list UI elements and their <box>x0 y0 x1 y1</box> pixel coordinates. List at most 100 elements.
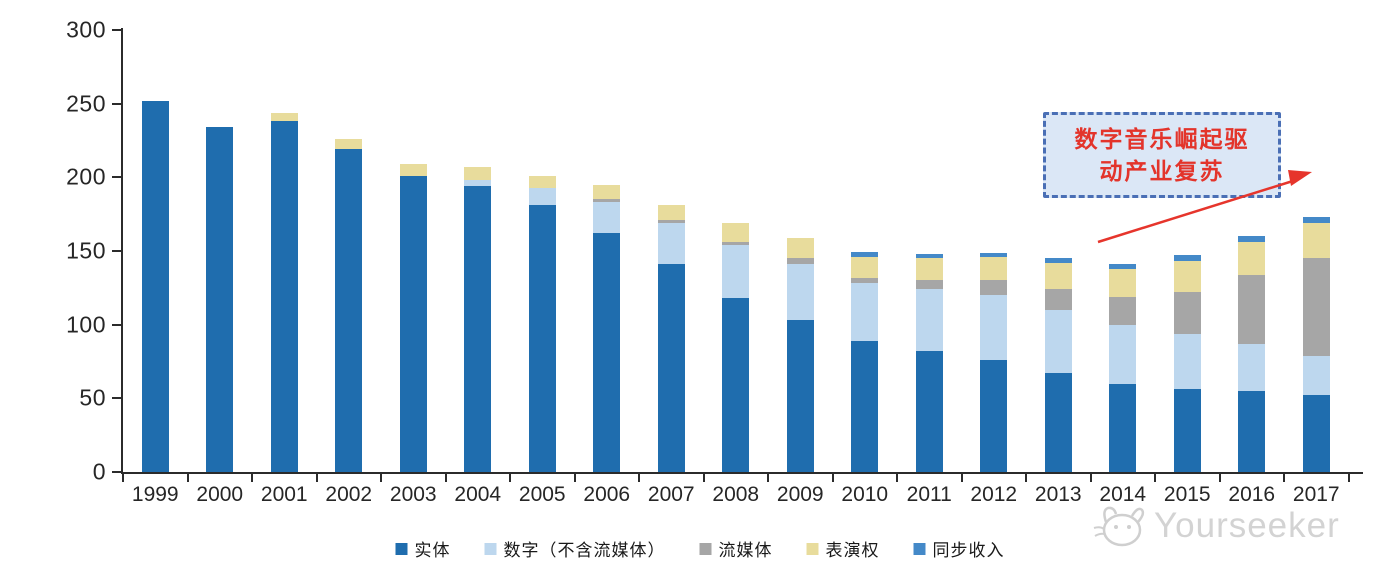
segment-sync-revenue-2011 <box>915 253 943 259</box>
x-tick-label-2013: 2013 <box>1034 483 1082 506</box>
segment-sync-revenue-2010 <box>851 252 879 257</box>
segment-physical-2015 <box>1173 389 1201 472</box>
segment-physical-2008 <box>722 298 750 472</box>
segment-physical-2010 <box>851 340 879 472</box>
y-tick-300 <box>112 29 121 31</box>
x-tick-9 <box>702 474 705 482</box>
x-tick-label-2016: 2016 <box>1228 483 1276 506</box>
x-tick-label-2014: 2014 <box>1099 483 1147 506</box>
x-tick-0 <box>122 474 124 482</box>
segment-digital-excl-streaming-2009 <box>786 264 814 321</box>
segment-digital-excl-streaming-2011 <box>915 289 943 352</box>
segment-performance-rights-2003 <box>399 164 427 176</box>
annotation-text-line2: 动产业复苏 <box>1099 158 1225 184</box>
segment-performance-rights-2011 <box>915 258 943 281</box>
x-tick-6 <box>509 474 511 482</box>
segment-streaming-2008 <box>722 242 750 246</box>
segment-digital-excl-streaming-2006 <box>593 202 621 234</box>
bar-2008 <box>722 223 750 472</box>
x-tick-12 <box>896 474 898 482</box>
watermark: Yourseeker <box>1092 502 1340 550</box>
segment-digital-excl-streaming-2015 <box>1173 333 1201 390</box>
legend-swatch-physical <box>395 542 408 555</box>
y-tick-label-50: 50 <box>79 384 106 411</box>
segment-streaming-2013 <box>1044 289 1072 310</box>
bar-1999 <box>141 100 169 472</box>
y-tick-label-300: 300 <box>66 16 106 43</box>
x-tick-11 <box>831 474 834 482</box>
bar-2011 <box>915 253 943 472</box>
segment-physical-2014 <box>1109 383 1137 472</box>
cat-logo-icon <box>1093 506 1145 547</box>
segment-digital-excl-streaming-2016 <box>1238 343 1266 391</box>
segment-sync-revenue-2013 <box>1044 258 1072 263</box>
x-tick-label-2008: 2008 <box>712 483 760 506</box>
legend: 实体 数字（不含流媒体） 流媒体 表演权 同步收入 <box>395 536 1005 561</box>
legend-label-performance-rights: 表演权 <box>825 541 880 560</box>
y-tick-0 <box>112 471 121 473</box>
x-tick-5 <box>444 474 447 482</box>
legend-item-digital-excl-streaming: 数字（不含流媒体） <box>484 536 666 561</box>
x-tick-4 <box>380 474 382 482</box>
bar-2009 <box>786 237 814 472</box>
segment-streaming-2006 <box>593 199 621 203</box>
segment-physical-2012 <box>980 360 1008 472</box>
bar-2003 <box>399 164 427 472</box>
legend-item-physical: 实体 <box>395 536 451 561</box>
x-tick-label-2001: 2001 <box>260 483 308 506</box>
y-tick-label-0: 0 <box>92 458 106 485</box>
legend-label-streaming: 流媒体 <box>718 541 773 560</box>
segment-performance-rights-2012 <box>980 256 1008 281</box>
segment-performance-rights-2007 <box>657 205 685 221</box>
x-tick-10 <box>767 474 769 482</box>
segment-performance-rights-2015 <box>1173 261 1201 293</box>
x-tick-16 <box>1154 474 1156 482</box>
segment-physical-1999 <box>141 100 169 472</box>
x-tick-label-2003: 2003 <box>389 483 437 506</box>
x-axis-line <box>121 472 1363 474</box>
y-tick-label-250: 250 <box>66 90 106 117</box>
x-tick-label-1999: 1999 <box>131 483 179 506</box>
segment-physical-2003 <box>399 175 427 472</box>
segment-streaming-2009 <box>786 258 814 265</box>
x-tick-label-2015: 2015 <box>1163 483 1211 506</box>
x-tick-15 <box>1089 474 1092 482</box>
x-tick-1 <box>186 474 189 482</box>
legend-label-sync-revenue: 同步收入 <box>932 541 1005 560</box>
segment-digital-excl-streaming-2008 <box>722 245 750 299</box>
segment-sync-revenue-2015 <box>1173 255 1201 262</box>
x-tick-13 <box>960 474 963 482</box>
x-tick-label-2011: 2011 <box>906 483 952 506</box>
segment-performance-rights-2014 <box>1109 268 1137 297</box>
bar-2015 <box>1173 255 1201 472</box>
segment-sync-revenue-2014 <box>1109 264 1137 269</box>
x-tick-label-2007: 2007 <box>647 483 695 506</box>
bar-2012 <box>980 252 1008 472</box>
segment-streaming-2015 <box>1173 292 1201 334</box>
segment-physical-2013 <box>1044 373 1072 472</box>
x-tick-3 <box>315 474 318 482</box>
legend-swatch-performance-rights <box>806 542 819 555</box>
segment-performance-rights-2008 <box>722 223 750 243</box>
bar-2002 <box>335 139 363 472</box>
segment-streaming-2012 <box>980 280 1008 296</box>
y-axis-line <box>121 28 123 474</box>
segment-physical-2000 <box>206 127 234 472</box>
bar-2000 <box>206 127 234 472</box>
y-tick-100 <box>112 323 121 326</box>
segment-performance-rights-2013 <box>1044 262 1072 290</box>
x-tick-label-2000: 2000 <box>196 483 244 506</box>
bar-2001 <box>270 112 298 472</box>
segment-performance-rights-2009 <box>786 237 814 259</box>
bar-2007 <box>657 205 685 472</box>
x-tick-label-2006: 2006 <box>583 483 631 506</box>
x-tick-label-2004: 2004 <box>454 483 502 506</box>
segment-sync-revenue-2012 <box>980 252 1008 257</box>
x-tick-14 <box>1025 474 1027 482</box>
x-tick-2 <box>251 474 253 482</box>
segment-streaming-2011 <box>915 280 943 290</box>
bar-2005 <box>528 175 556 472</box>
y-tick-label-150: 150 <box>66 237 106 264</box>
segment-digital-excl-streaming-2005 <box>528 187 556 206</box>
